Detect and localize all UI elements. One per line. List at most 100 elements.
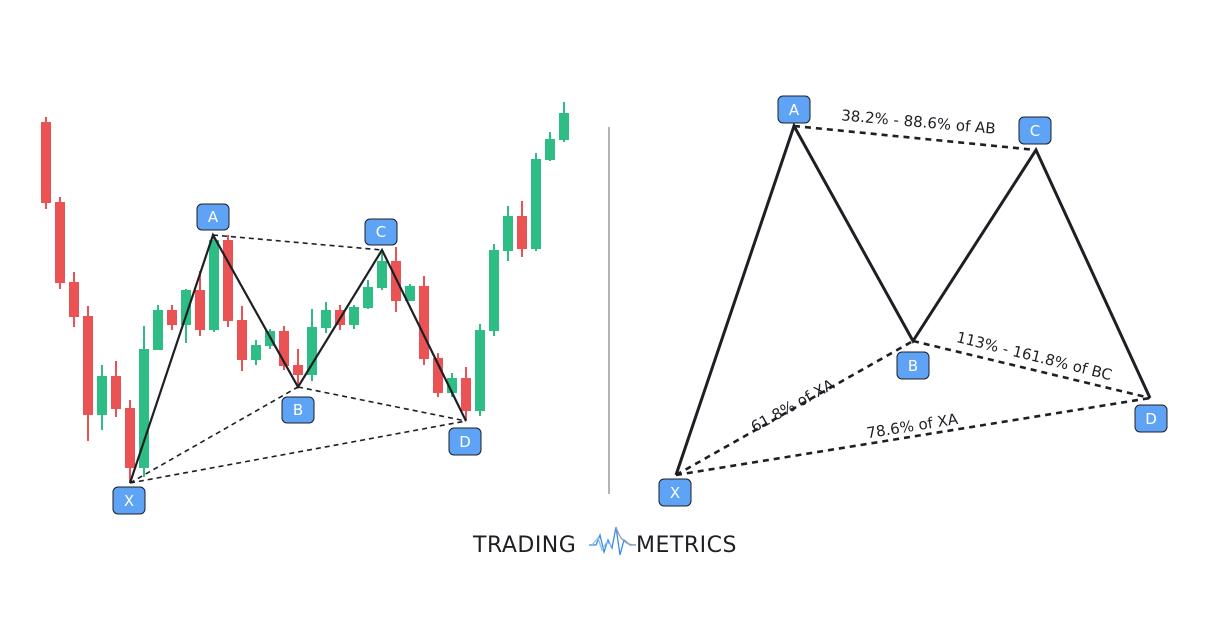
candle-body <box>293 365 303 375</box>
right-dashed-xd <box>675 396 1151 477</box>
candle-body <box>559 113 569 140</box>
candle-body <box>363 287 373 308</box>
candle <box>69 272 79 327</box>
candle-body <box>111 376 121 409</box>
left-point-a: A <box>196 203 230 231</box>
candle-body <box>489 250 499 331</box>
svg-text:B: B <box>293 401 303 419</box>
candle <box>559 102 569 142</box>
candle-body <box>139 349 149 468</box>
candle <box>195 271 205 336</box>
candle-body <box>125 408 135 468</box>
candle <box>377 253 387 290</box>
left-point-labels: X A B C D <box>112 203 482 515</box>
candle-body <box>321 310 331 328</box>
svg-text:A: A <box>789 101 800 119</box>
candle-body <box>181 290 191 325</box>
candle <box>419 276 429 365</box>
candle <box>545 132 555 161</box>
candle-body <box>419 286 429 359</box>
candle-body <box>405 286 415 301</box>
left-dashed-ac <box>212 234 383 251</box>
right-ratio-labels: 38.2% - 88.6% of AB 61.8% of XA 113% - 1… <box>748 106 1114 442</box>
left-point-c: C <box>364 218 398 246</box>
candle-body <box>461 378 471 411</box>
svg-text:C: C <box>1030 122 1040 140</box>
svg-text:C: C <box>376 223 386 241</box>
candle-body <box>83 316 93 415</box>
svg-text:A: A <box>208 208 219 226</box>
candle <box>139 326 149 477</box>
candle-body <box>41 122 51 203</box>
candle-body <box>349 307 359 325</box>
candle <box>209 235 219 332</box>
candle <box>153 305 163 350</box>
candle <box>55 197 65 289</box>
left-dashed-xb <box>129 386 299 484</box>
waveform-icon <box>589 526 637 556</box>
right-pattern <box>674 122 1152 477</box>
candle <box>475 324 485 416</box>
svg-text:X: X <box>670 484 680 502</box>
candle-body <box>503 216 513 251</box>
candle <box>461 367 471 420</box>
candle <box>41 117 51 209</box>
candle-body <box>279 331 289 366</box>
right-point-labels: X A B C D <box>658 95 1168 507</box>
candle <box>363 280 373 309</box>
candle-body <box>433 358 443 393</box>
candle <box>321 302 331 333</box>
candle-body <box>223 240 233 321</box>
candle <box>503 206 513 261</box>
candle <box>97 365 107 430</box>
candle-body <box>251 345 261 360</box>
candle-body <box>153 310 163 350</box>
candle <box>251 340 261 365</box>
ratio-xb-label: 61.8% of XA <box>748 375 838 436</box>
candle <box>111 361 121 417</box>
candle-body <box>209 240 219 330</box>
candle-body <box>167 310 177 325</box>
candle <box>223 235 233 327</box>
candle-body <box>447 378 457 393</box>
right-point-b: B <box>896 351 930 380</box>
candle-body <box>545 139 555 160</box>
right-point-x: X <box>658 478 692 507</box>
svg-text:X: X <box>124 492 134 510</box>
candle-body <box>391 261 401 301</box>
right-point-c: C <box>1018 116 1052 145</box>
right-point-a: A <box>777 95 811 124</box>
candle <box>349 305 359 329</box>
candle-body <box>517 216 527 249</box>
candle <box>307 309 317 381</box>
left-pattern <box>128 232 467 484</box>
candle-body <box>475 330 485 411</box>
candle-body <box>55 202 65 283</box>
svg-text:B: B <box>908 357 918 375</box>
brand-logo: TRADING METRICS <box>472 526 737 558</box>
left-point-d: D <box>448 427 482 456</box>
brand-text-left: TRADING <box>472 533 576 558</box>
candle <box>405 284 415 301</box>
ratio-xd-label: 78.6% of XA <box>865 410 960 442</box>
right-dashed-bd <box>912 339 1151 400</box>
svg-text:D: D <box>459 433 471 451</box>
right-dashed-xb <box>675 339 914 477</box>
left-dashed-xd <box>129 420 467 484</box>
candle-body <box>377 261 387 288</box>
candle <box>531 153 541 251</box>
candle-body <box>195 290 205 330</box>
candle <box>167 305 177 330</box>
candle-body <box>69 282 79 317</box>
candle <box>517 201 527 257</box>
left-point-x: X <box>112 486 146 515</box>
candle <box>433 353 443 397</box>
brand-text-right: METRICS <box>636 533 737 558</box>
candle <box>125 400 135 483</box>
left-point-b: B <box>281 396 315 424</box>
candlestick-chart <box>41 102 569 483</box>
left-dashed-bd <box>297 386 467 422</box>
candle <box>237 306 247 371</box>
candle-body <box>531 159 541 249</box>
